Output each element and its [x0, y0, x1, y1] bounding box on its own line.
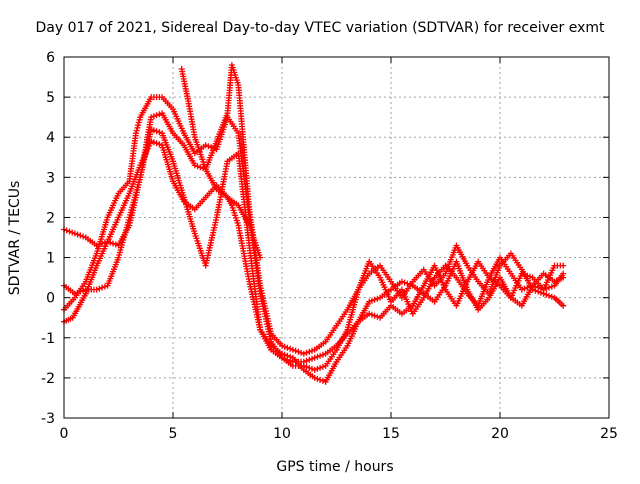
- x-tick-label: 0: [60, 426, 69, 442]
- y-tick-label: 2: [46, 210, 55, 226]
- x-tick-label: 5: [169, 426, 178, 442]
- plot-frame: [63, 56, 610, 419]
- y-tick-label: 0: [46, 291, 55, 307]
- y-tick-label: -2: [41, 371, 55, 387]
- y-tick-label: 3: [46, 170, 55, 186]
- x-tick-label: 15: [382, 426, 400, 442]
- data-point-markers: [61, 138, 567, 385]
- x-tick-label: 10: [273, 426, 291, 442]
- series-curve-a: [61, 138, 567, 385]
- y-tick-label: 4: [46, 130, 55, 146]
- x-axis-label: GPS time / hours: [276, 459, 393, 475]
- data-marks: [61, 62, 567, 385]
- data-point-markers: [61, 126, 567, 365]
- series-curve-b: [61, 126, 567, 365]
- x-tick-label: 25: [600, 426, 618, 442]
- axis-ticks: 0 5 10 15 20 25 -3 -2 -1 0 1 2 3 4 5 6: [41, 50, 618, 442]
- y-tick-label: -3: [41, 411, 55, 427]
- y-tick-label: 1: [46, 251, 55, 267]
- data-point-markers: [61, 94, 567, 373]
- y-tick-label: 5: [46, 90, 55, 106]
- series-curve-e: [178, 66, 264, 261]
- series-curve-d: [61, 94, 567, 373]
- x-tick-label: 20: [491, 426, 509, 442]
- chart-title: Day 017 of 2021, Sidereal Day-to-day VTE…: [36, 20, 606, 36]
- data-point-markers: [178, 66, 264, 261]
- y-axis-label: SDTVAR / TECUs: [7, 181, 23, 296]
- y-tick-label: 6: [46, 50, 55, 66]
- data-point-markers: [61, 62, 567, 357]
- series-curve-c: [61, 62, 567, 357]
- y-tick-label: -1: [41, 331, 55, 347]
